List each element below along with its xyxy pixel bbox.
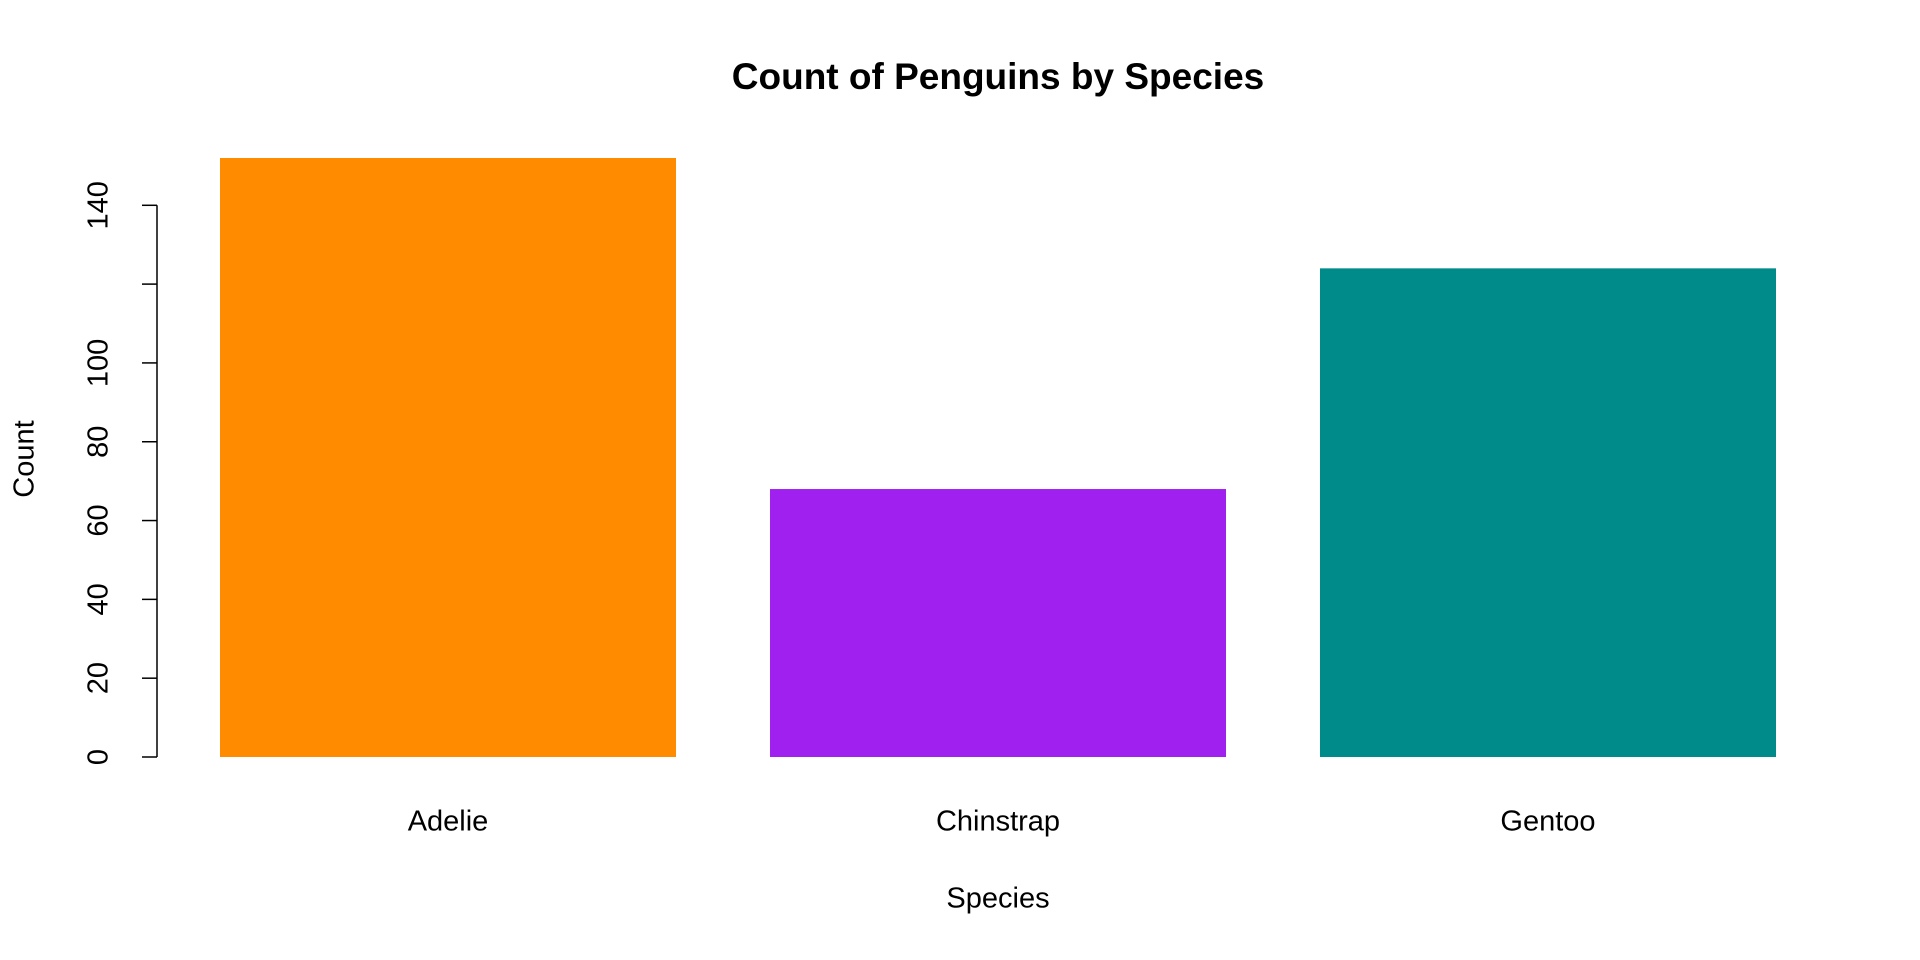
x-tick-label: Gentoo — [1500, 806, 1595, 838]
y-tick-label: 60 — [83, 504, 115, 536]
y-tick-label: 20 — [83, 662, 115, 694]
y-tick-label: 40 — [83, 583, 115, 615]
y-tick-label: 80 — [83, 426, 115, 458]
x-tick-label: Adelie — [408, 806, 489, 838]
chart-title: Count of Penguins by Species — [732, 56, 1264, 97]
y-tick-label: 140 — [83, 181, 115, 229]
y-tick-label: 100 — [83, 339, 115, 387]
bar — [1320, 268, 1776, 757]
x-axis-label: Species — [946, 883, 1049, 915]
y-axis-label: Count — [9, 420, 41, 497]
x-tick-label: Chinstrap — [936, 806, 1060, 838]
y-tick-label: 0 — [83, 749, 115, 765]
bar — [220, 158, 676, 757]
bar — [770, 489, 1226, 757]
